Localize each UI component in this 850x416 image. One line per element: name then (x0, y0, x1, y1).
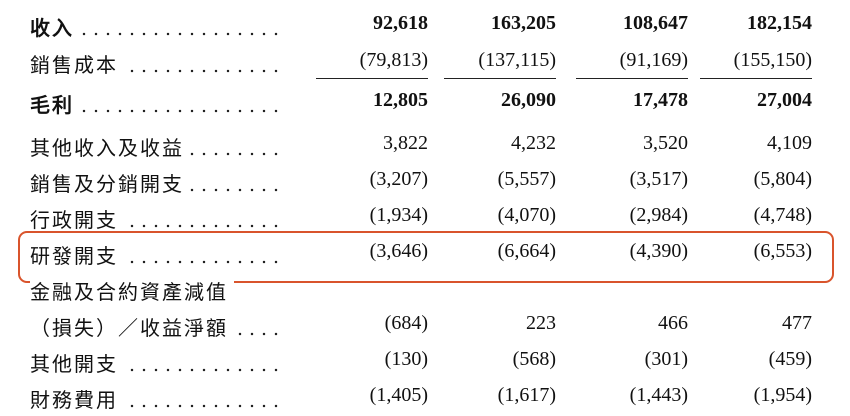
amount: 27,004 (757, 89, 812, 111)
underline (576, 78, 688, 79)
statement-row: 金融及合約資產減值 (0, 272, 850, 308)
leader-dots (30, 109, 282, 113)
amount: 4,109 (767, 132, 812, 154)
row-label: 行政開支 (30, 204, 124, 233)
leader-dots (30, 260, 282, 264)
amount: (1,443) (629, 384, 688, 406)
row-label: 財務費用 (30, 384, 124, 413)
amount: (1,617) (497, 384, 556, 406)
amount: 26,090 (501, 89, 556, 111)
amount: 3,520 (643, 132, 688, 154)
row-label: 銷售成本 (30, 49, 124, 78)
statement-row: 其他開支 (130) (568) (301) (459) (0, 344, 850, 380)
statement-row: 銷售及分銷開支 (3,207) (5,557) (3,517) (5,804) (0, 164, 850, 200)
amount: (130) (384, 348, 428, 370)
amount: (155,150) (733, 49, 812, 71)
amount: (3,207) (369, 168, 428, 190)
statement-row: 研發開支 (3,646) (6,664) (4,390) (6,553) (0, 236, 850, 272)
statement-row: 行政開支 (1,934) (4,070) (2,984) (4,748) (0, 200, 850, 236)
leader-dots (30, 404, 282, 408)
amount: (568) (512, 348, 556, 370)
amount: (4,070) (497, 204, 556, 226)
amount: (79,813) (359, 49, 428, 71)
amount: (6,553) (753, 240, 812, 262)
statement-row: 銷售成本 (79,813) (137,115) (91,169) (155,150) (0, 45, 850, 81)
row-label: 銷售及分銷開支 (30, 168, 190, 197)
underline (444, 78, 556, 79)
statement-row: 收入 92,618 163,205 108,647 182,154 (0, 8, 850, 44)
amount: (137,115) (478, 49, 556, 71)
row-label: 其他開支 (30, 348, 124, 377)
amount: (1,405) (369, 384, 428, 406)
amount: (3,517) (629, 168, 688, 190)
statement-row: 財務費用 (1,405) (1,617) (1,443) (1,954) (0, 380, 850, 416)
amount: 182,154 (747, 12, 812, 34)
row-label: 研發開支 (30, 240, 124, 269)
amount: (3,646) (369, 240, 428, 262)
row-label: 金融及合約資產減值 (30, 276, 234, 305)
amount: (4,748) (753, 204, 812, 226)
row-label: （損失）／收益淨額 (30, 312, 234, 341)
amount: 92,618 (373, 12, 428, 34)
amount: 108,647 (623, 12, 688, 34)
amount: (5,804) (753, 168, 812, 190)
amount: (1,954) (753, 384, 812, 406)
underline (316, 78, 428, 79)
amount: 223 (526, 312, 556, 334)
amount: 3,822 (383, 132, 428, 154)
amount: (91,169) (619, 49, 688, 71)
row-label: 毛利 (30, 89, 80, 118)
underline (700, 78, 812, 79)
amount: 12,805 (373, 89, 428, 111)
statement-row: 毛利 12,805 26,090 17,478 27,004 (0, 85, 850, 121)
highlight-box (18, 231, 834, 283)
statement-row: 其他收入及收益 3,822 4,232 3,520 4,109 (0, 128, 850, 164)
amount: (1,934) (369, 204, 428, 226)
row-label: 其他收入及收益 (30, 132, 190, 161)
leader-dots (30, 32, 282, 36)
statement-row: （損失）／收益淨額 (684) 223 466 477 (0, 308, 850, 344)
amount: (459) (768, 348, 812, 370)
leader-dots (30, 224, 282, 228)
amount: 17,478 (633, 89, 688, 111)
amount: (4,390) (629, 240, 688, 262)
leader-dots (30, 368, 282, 372)
amount: (2,984) (629, 204, 688, 226)
leader-dots (30, 69, 282, 73)
amount: 163,205 (491, 12, 556, 34)
amount: 4,232 (511, 132, 556, 154)
row-label: 收入 (30, 12, 80, 41)
amount: (6,664) (497, 240, 556, 262)
amount: (301) (644, 348, 688, 370)
amount: (684) (384, 312, 428, 334)
amount: 466 (658, 312, 688, 334)
amount: 477 (782, 312, 812, 334)
amount: (5,557) (497, 168, 556, 190)
